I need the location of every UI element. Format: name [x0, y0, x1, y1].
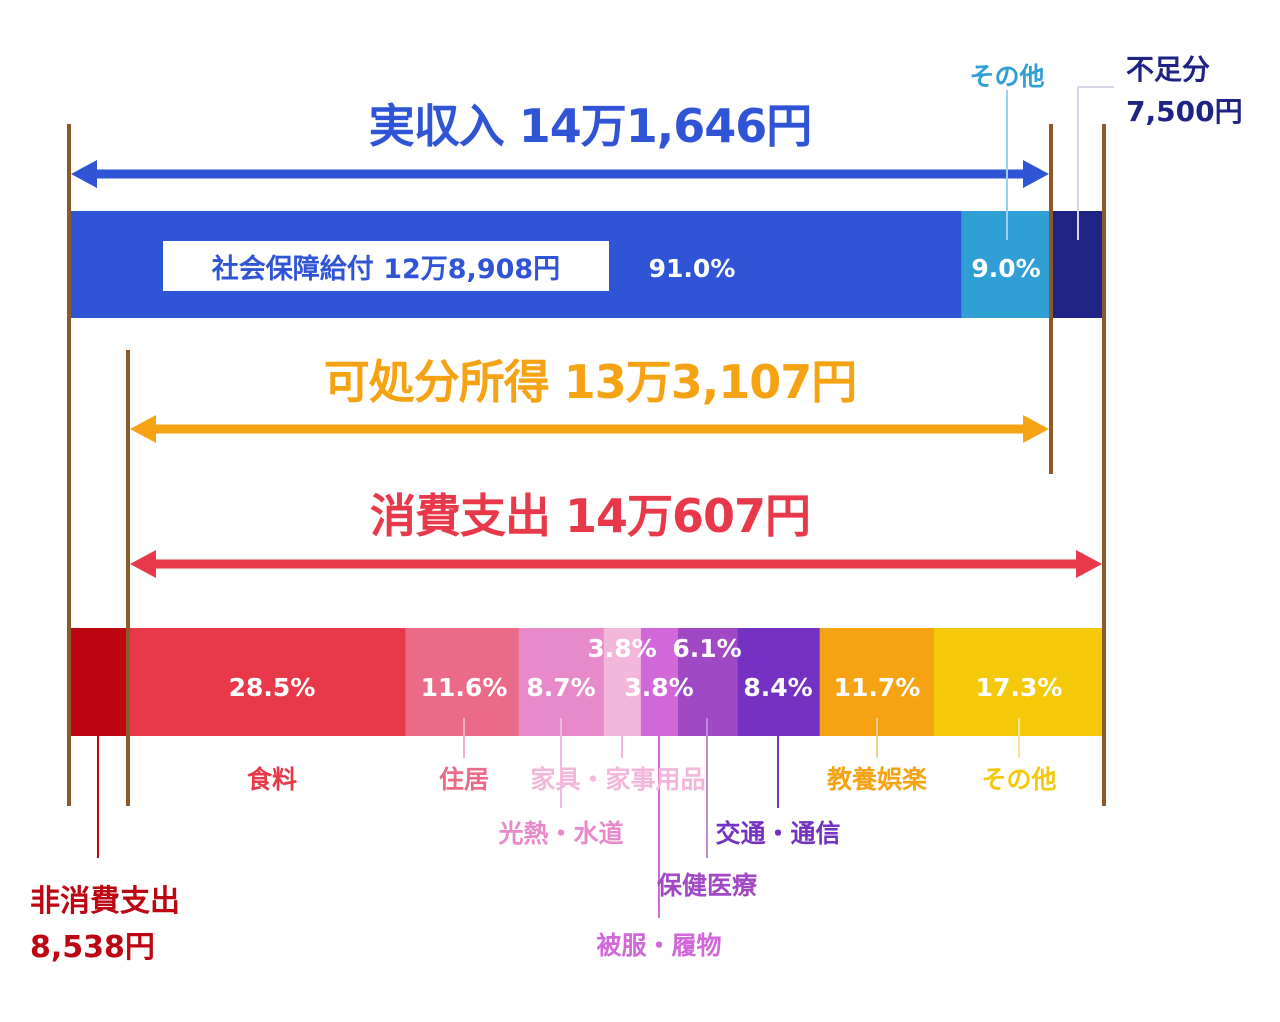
leader-shortfall [1077, 86, 1114, 240]
category-label-furniture: 家具・家事用品 [530, 765, 706, 794]
consumption-bar-housing [405, 628, 520, 736]
non-consumption-value: 8,538円 [30, 930, 155, 965]
other-income-label: その他 [969, 62, 1045, 91]
other-income-pct: 9.0% [971, 254, 1041, 283]
income-bar-shortfall [1050, 211, 1103, 318]
category-label-food: 食料 [246, 765, 298, 794]
pct-label-food: 28.5% [228, 673, 316, 702]
disposable-arrow-head-right [1023, 415, 1049, 443]
consumption-bar-food [127, 628, 406, 736]
consumption-arrow-head-right [1076, 550, 1102, 578]
category-label-culture: 教養娯楽 [826, 765, 928, 794]
income-bar-other [961, 211, 1050, 318]
non-consumption-label: 非消費支出 [30, 884, 180, 919]
shortfall-label: 不足分 [1126, 53, 1211, 86]
consumption-bar-medical [678, 628, 739, 736]
shortfall-value: 7,500円 [1126, 95, 1243, 128]
pct-label-culture: 11.7% [833, 673, 921, 702]
pct-label-furniture: 3.8% [587, 634, 657, 663]
category-label-clothing: 被服・履物 [596, 931, 722, 960]
consumption-arrow-head-left [130, 550, 156, 578]
category-label-housing: 住居 [438, 765, 490, 794]
category-label-transport: 交通・通信 [715, 819, 841, 848]
pct-label-clothing: 3.8% [624, 673, 694, 702]
income-arrow-head-left [71, 160, 97, 188]
pct-label-transport: 8.4% [743, 673, 813, 702]
pct-label-utilities: 8.7% [526, 673, 596, 702]
social-benefit-label: 社会保障給付 12万8,908円 [211, 253, 561, 285]
pct-label-other: 17.3% [975, 673, 1063, 702]
disposable-arrow-head-left [130, 415, 156, 443]
social-benefit-pct: 91.0% [648, 254, 736, 283]
pct-label-housing: 11.6% [420, 673, 508, 702]
pct-label-medical: 6.1% [672, 634, 742, 663]
category-label-other: その他 [981, 765, 1057, 794]
income-title: 実収入 14万1,646円 [368, 99, 813, 153]
social-benefit-label-box: 社会保障給付 12万8,908円 [163, 241, 609, 291]
income-arrow-head-right [1023, 160, 1049, 188]
category-label-utilities: 光熱・水道 [498, 819, 624, 848]
consumption-title: 消費支出 14万607円 [369, 489, 811, 543]
category-label-medical: 保健医療 [656, 871, 758, 900]
disposable-title: 可処分所得 13万3,107円 [323, 355, 858, 409]
